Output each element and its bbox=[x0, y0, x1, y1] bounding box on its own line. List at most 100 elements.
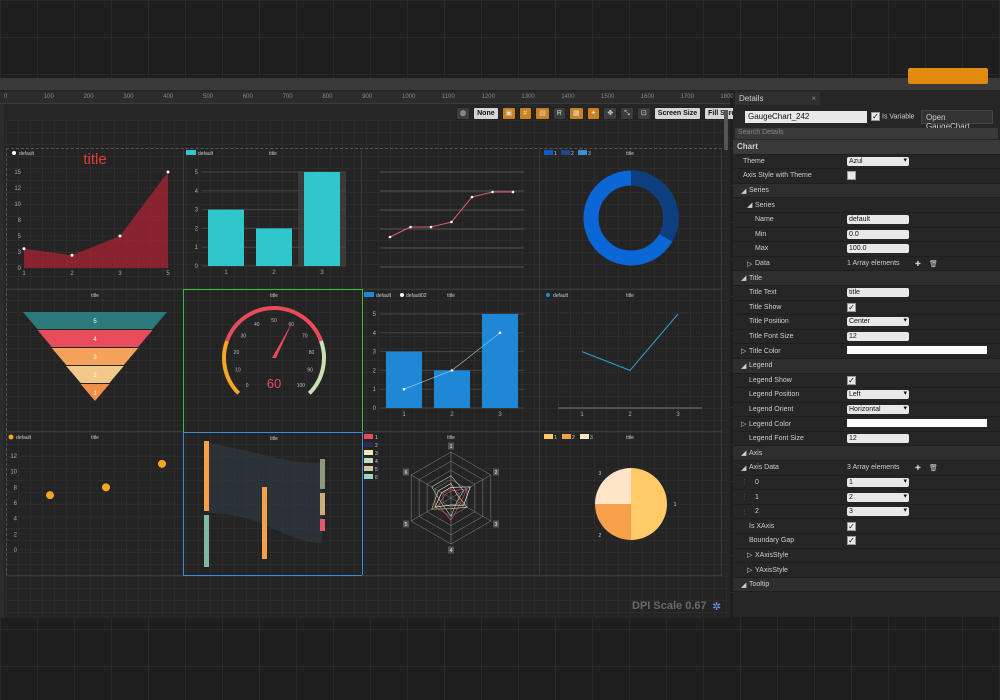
is-xaxis-checkbox[interactable] bbox=[847, 521, 856, 531]
min-input[interactable]: 0.0 bbox=[847, 229, 909, 239]
search-details-input[interactable]: Search Details bbox=[735, 128, 998, 139]
legend-show-checkbox[interactable] bbox=[847, 375, 856, 385]
gauge-chart[interactable]: title 0 10 20 30 40 50 60 70 80 90 100 60 bbox=[183, 289, 363, 433]
donut-chart[interactable]: 1 2 3 title bbox=[540, 148, 722, 290]
gauge-chart-plot: title 0 10 20 30 40 50 60 70 80 90 100 60 bbox=[222, 293, 326, 395]
drag-handle-icon[interactable]: ⋮ bbox=[741, 479, 748, 487]
ruler-mark: 500 bbox=[203, 94, 214, 100]
row-axis-item: ⋮ 2 3 bbox=[733, 505, 1000, 520]
close-icon[interactable]: × bbox=[811, 94, 816, 103]
axis-item-dropdown[interactable]: 3 bbox=[847, 506, 909, 517]
sankey-chart[interactable]: title bbox=[183, 432, 363, 576]
axis-item-dropdown[interactable]: 1 bbox=[847, 477, 909, 487]
title-color-swatch[interactable] bbox=[847, 346, 987, 355]
legend-dot bbox=[12, 151, 16, 155]
row-yaxis-style[interactable]: ▷ YAxisStyle bbox=[733, 563, 1000, 578]
scatter-chart[interactable]: default title 0 2 4 6 8 10 12 bbox=[6, 432, 184, 576]
section-legend[interactable]: ◢ Legend bbox=[733, 358, 1000, 374]
drag-handle-icon[interactable]: ⋮ bbox=[741, 508, 748, 516]
y-tick-label: 10 bbox=[10, 470, 17, 476]
expand-icon[interactable]: ⊡ bbox=[636, 106, 651, 120]
pie-chart[interactable]: 1 2 3 title 1 2 3 bbox=[540, 432, 722, 576]
ruler-mark: 1100 bbox=[441, 94, 455, 100]
grid-icon[interactable]: ▦ bbox=[568, 106, 584, 120]
details-tab[interactable]: Details × bbox=[735, 92, 820, 105]
none-button[interactable]: None bbox=[473, 106, 499, 120]
bar-line-chart[interactable]: default default02 title 0 1 2 3 4 5 1 2 3 bbox=[362, 290, 540, 432]
pointer-icon[interactable]: ✦ bbox=[586, 106, 601, 120]
section-tooltip[interactable]: ◢ Tooltip bbox=[733, 577, 1000, 593]
legend-font-size-input[interactable]: 12 bbox=[847, 434, 909, 444]
title-position-dropdown[interactable]: Center bbox=[847, 316, 909, 327]
row-title-font-size: Title Font Size 12 bbox=[733, 330, 1000, 345]
legend-orient-dropdown[interactable]: Horizontal bbox=[847, 404, 909, 414]
gear-icon[interactable]: ✲ bbox=[712, 601, 722, 613]
legend-label: default bbox=[553, 293, 569, 299]
drag-handle-icon[interactable]: ⋮ bbox=[741, 494, 748, 502]
radar-chart[interactable]: 1 2 3 4 5 6 title 1 2 3 4 5 6 bbox=[362, 432, 540, 576]
vertical-ruler bbox=[0, 104, 4, 618]
add-icon[interactable]: ✚ bbox=[915, 464, 921, 472]
collapse-icon[interactable]: ▷ bbox=[747, 567, 753, 575]
title-text-input[interactable]: title bbox=[847, 288, 909, 298]
section-series-sub[interactable]: ◢ Series bbox=[733, 198, 1000, 213]
area-chart[interactable]: default title 0 3 5 8 10 12 15 1 2 3 5 bbox=[6, 148, 184, 290]
title-show-checkbox[interactable] bbox=[847, 302, 856, 312]
max-input[interactable]: 100.0 bbox=[847, 244, 909, 254]
grid-snap-icon[interactable]: # bbox=[519, 106, 533, 120]
resize-icon[interactable]: ⤡ bbox=[620, 106, 634, 120]
legend-swatch bbox=[186, 150, 196, 155]
move-icon[interactable]: ✥ bbox=[603, 106, 618, 120]
is-variable-toggle[interactable]: Is Variable bbox=[871, 112, 915, 121]
lock-icon[interactable]: ▣ bbox=[501, 106, 517, 120]
data-point bbox=[118, 234, 122, 238]
x-tick-label: 2 bbox=[70, 271, 74, 277]
series-line bbox=[389, 191, 513, 238]
legend-label: 2 bbox=[375, 443, 378, 449]
line-chart-2[interactable]: default title 1 2 3 bbox=[540, 290, 722, 432]
radar-label-box bbox=[402, 468, 409, 476]
r-button[interactable]: R bbox=[552, 106, 566, 120]
collapse-icon[interactable]: ▷ bbox=[747, 552, 753, 560]
orange-tab[interactable] bbox=[908, 68, 988, 84]
trash-icon[interactable]: 🗑 bbox=[929, 464, 938, 472]
section-series[interactable]: ◢ Series bbox=[733, 183, 1000, 199]
checkbox-icon[interactable] bbox=[871, 112, 880, 121]
collapse-icon[interactable]: ▷ bbox=[747, 260, 753, 268]
globe-icon[interactable]: ◍ bbox=[456, 106, 471, 120]
layout-icon[interactable]: ▤ bbox=[535, 106, 550, 120]
bar-chart[interactable]: default title 0 1 2 3 4 5 1 2 3 bbox=[184, 148, 362, 290]
screen-size-dropdown[interactable]: Screen Size bbox=[653, 106, 702, 120]
section-axis[interactable]: ◢ Axis bbox=[733, 446, 1000, 462]
bar bbox=[208, 209, 244, 266]
scatter-point bbox=[102, 483, 110, 492]
title-font-size-input[interactable]: 12 bbox=[847, 332, 909, 342]
name-input[interactable]: default bbox=[847, 215, 909, 225]
collapse-icon[interactable]: ▷ bbox=[741, 421, 747, 429]
boundary-gap-checkbox[interactable] bbox=[847, 536, 856, 546]
funnel-chart[interactable]: title 5 4 3 2 1 bbox=[6, 290, 184, 432]
collapse-icon[interactable]: ▷ bbox=[741, 348, 747, 356]
axis-item-dropdown[interactable]: 2 bbox=[847, 492, 909, 502]
widget-name-input[interactable]: GaugeChart_242 bbox=[745, 111, 867, 123]
trash-icon[interactable]: 🗑 bbox=[929, 260, 938, 268]
open-gauge-chart-button[interactable]: Open GaugeChart bbox=[921, 110, 993, 131]
bar-line-chart-plot: default default02 title 0 1 2 3 4 5 1 2 3 bbox=[364, 292, 524, 418]
design-canvas[interactable] bbox=[6, 120, 728, 616]
row-xaxis-style[interactable]: ▷ XAxisStyle bbox=[733, 549, 1000, 564]
axis-style-checkbox[interactable] bbox=[847, 171, 856, 181]
vertical-scrollbar[interactable] bbox=[724, 110, 728, 150]
legend-color-swatch[interactable] bbox=[847, 419, 987, 428]
legend-position-dropdown[interactable]: Left bbox=[847, 389, 909, 400]
title-position-label: Title Position bbox=[749, 318, 789, 326]
theme-dropdown[interactable]: Azul bbox=[847, 156, 909, 166]
pie-slice bbox=[595, 468, 631, 504]
section-title[interactable]: ◢ Title bbox=[733, 271, 1000, 286]
pie-label: 2 bbox=[598, 533, 601, 539]
line-chart[interactable] bbox=[362, 148, 540, 290]
expand-icon: ◢ bbox=[741, 450, 747, 458]
add-icon[interactable]: ✚ bbox=[915, 260, 921, 268]
section-chart[interactable]: Chart bbox=[733, 140, 1000, 155]
legend-label: 6 bbox=[375, 475, 378, 481]
ruler-mark: 600 bbox=[242, 94, 253, 100]
